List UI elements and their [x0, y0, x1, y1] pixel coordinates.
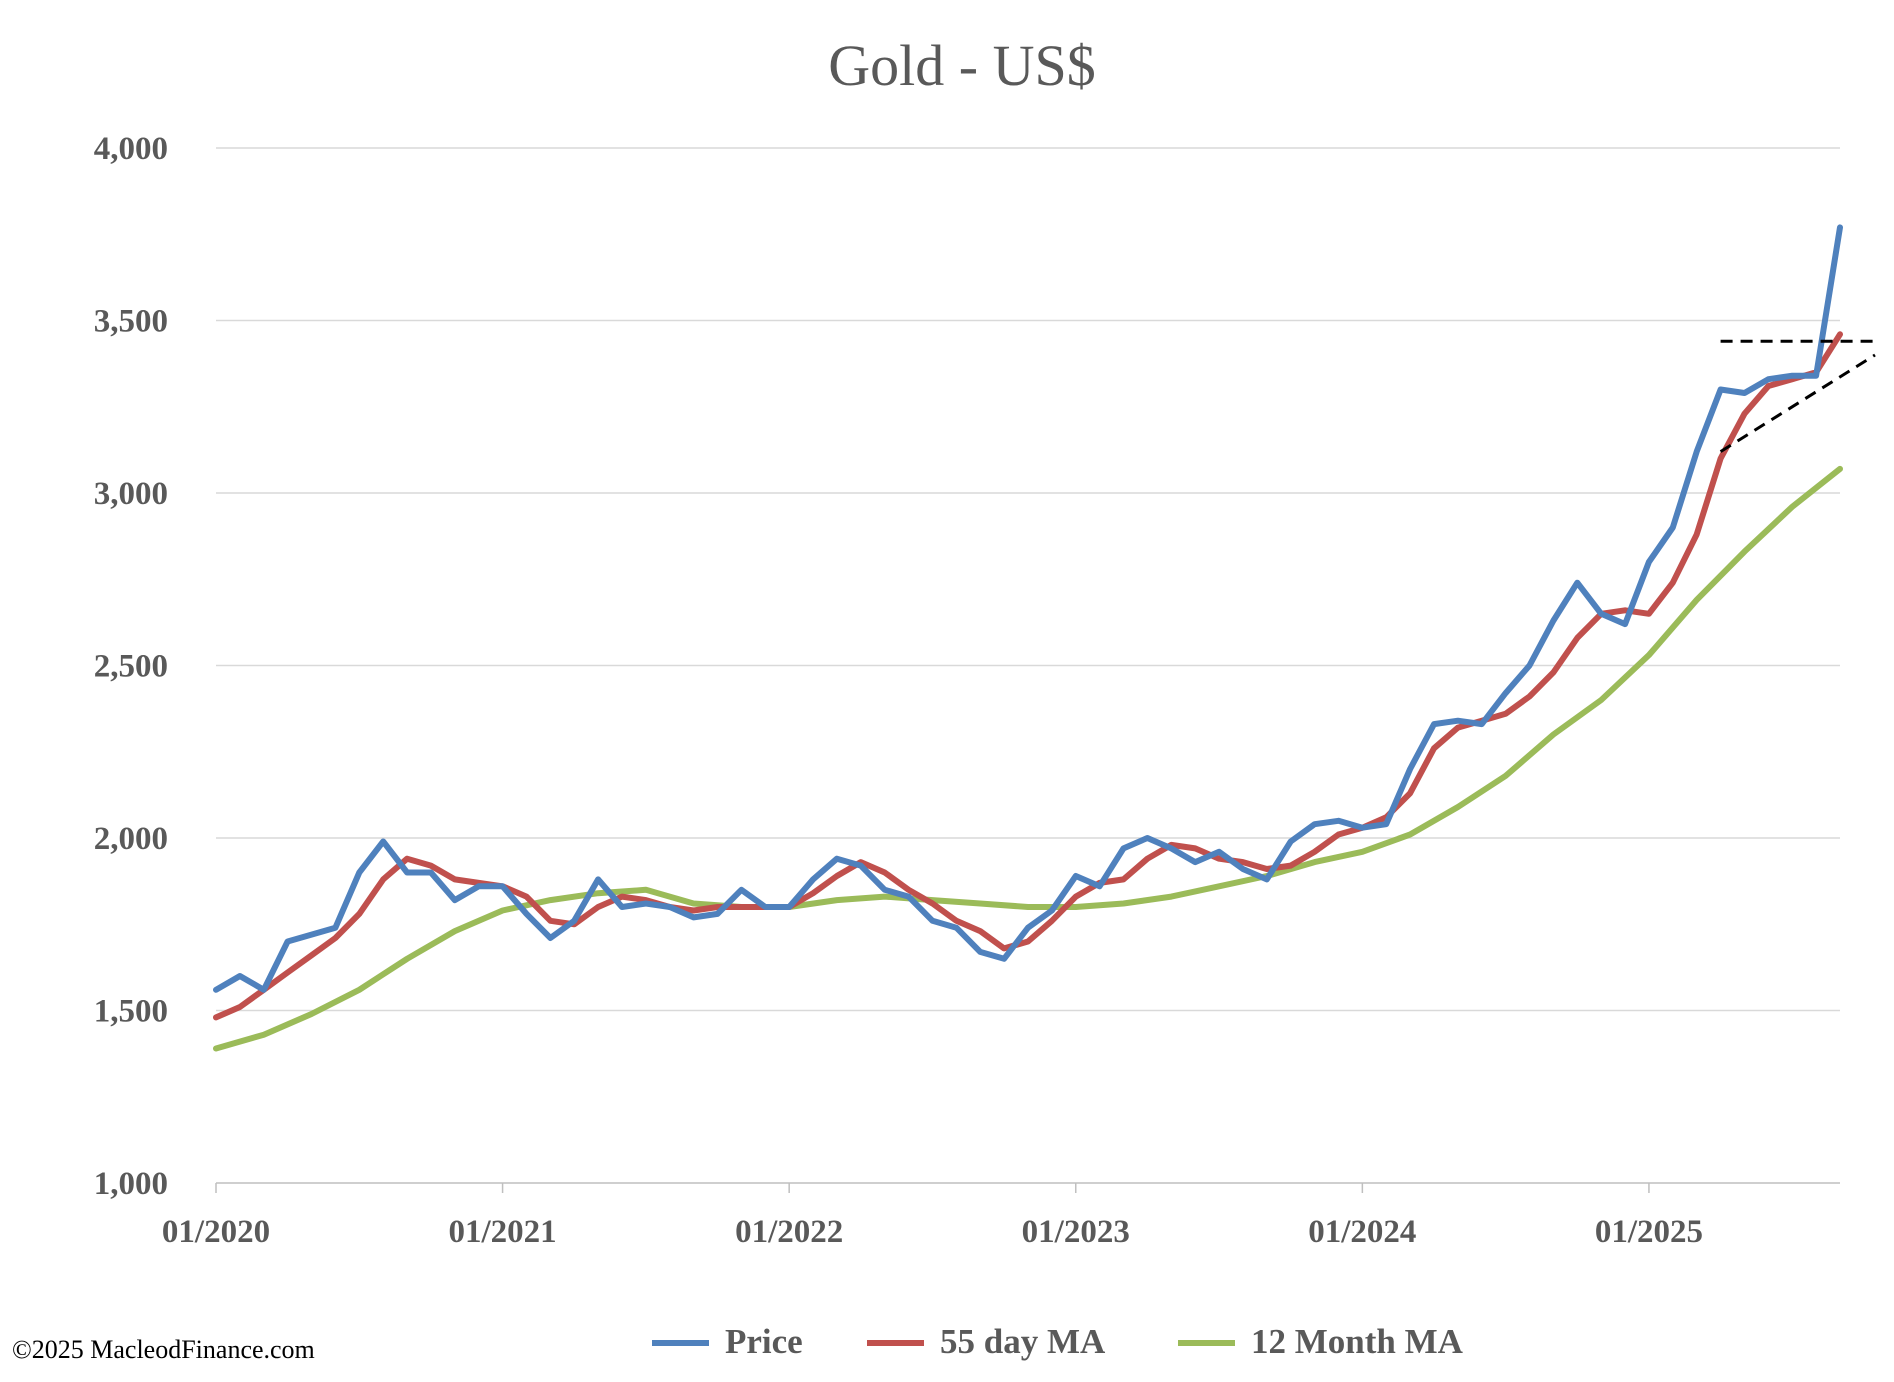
series-line-12-month-ma	[213, 465, 1843, 1052]
legend-label-price: Price	[725, 1322, 803, 1361]
x-axis: 01/2020 01/2021 01/2022 01/2023 01/2024 01/20…	[162, 1182, 1840, 1250]
y-axis-ticks: 1,000 1,500 2,000 2,500 3,000 3,500 4,000	[94, 131, 168, 1202]
x-tick-label: 01/2025	[1595, 1214, 1703, 1250]
y-tick-label: 3,000	[94, 476, 168, 512]
dashed-annotation-line	[1719, 353, 1876, 453]
x-tick-label: 01/2022	[735, 1214, 843, 1250]
legend-label-ma12: 12 Month MA	[1251, 1322, 1464, 1361]
annotations	[1719, 339, 1876, 453]
x-tick-label: 01/2024	[1308, 1214, 1416, 1250]
y-tick-label: 1,000	[94, 1166, 168, 1202]
series-line-55-day-ma	[213, 331, 1843, 1021]
series-line-price	[213, 224, 1843, 993]
y-tick-label: 3,500	[94, 304, 168, 340]
legend: Price 55 day MA 12 Month MA	[652, 1322, 1464, 1361]
gridlines	[216, 147, 1840, 1012]
x-tick-label: 01/2021	[449, 1214, 557, 1250]
x-tick-label: 01/2023	[1022, 1214, 1130, 1250]
x-tick-label: 01/2020	[162, 1214, 270, 1250]
y-tick-label: 2,500	[94, 649, 168, 685]
y-tick-label: 4,000	[94, 131, 168, 167]
y-tick-label: 1,500	[94, 994, 168, 1030]
series-lines	[213, 224, 1843, 1052]
legend-label-ma55: 55 day MA	[940, 1322, 1106, 1361]
y-tick-label: 2,000	[94, 821, 168, 857]
chart-title: Gold - US$	[828, 33, 1095, 98]
copyright-notice: ©2025 MacleodFinance.com	[12, 1335, 315, 1364]
